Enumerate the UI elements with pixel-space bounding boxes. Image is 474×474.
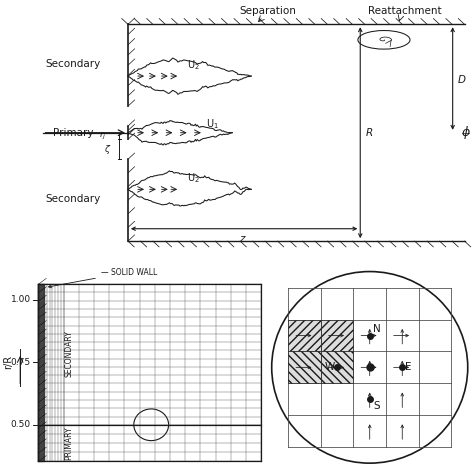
Text: N: N bbox=[373, 324, 381, 334]
Text: E: E bbox=[405, 362, 411, 373]
Text: Primary: Primary bbox=[53, 128, 94, 138]
Text: SECONDARY: SECONDARY bbox=[64, 330, 73, 377]
Text: Secondary: Secondary bbox=[46, 59, 101, 69]
Text: 1.00: 1.00 bbox=[10, 295, 31, 304]
Text: Secondary: Secondary bbox=[46, 194, 101, 204]
Bar bbox=[321, 351, 354, 383]
Text: W: W bbox=[324, 362, 335, 373]
Text: r/R: r/R bbox=[3, 355, 13, 369]
Text: S: S bbox=[373, 401, 380, 411]
Text: z: z bbox=[239, 234, 245, 244]
Text: R: R bbox=[366, 128, 373, 138]
Text: 0.50: 0.50 bbox=[10, 420, 31, 429]
Text: Reattachment: Reattachment bbox=[368, 6, 442, 16]
Text: $\phi$: $\phi$ bbox=[461, 124, 470, 141]
Text: 0.75: 0.75 bbox=[10, 358, 31, 367]
Text: D: D bbox=[457, 74, 465, 85]
Text: — SOLID WALL: — SOLID WALL bbox=[48, 268, 157, 288]
Bar bbox=[288, 319, 321, 351]
Bar bbox=[321, 319, 354, 351]
Text: $r_j$: $r_j$ bbox=[99, 130, 107, 142]
Text: U$_2$: U$_2$ bbox=[187, 58, 200, 72]
Text: $\zeta$: $\zeta$ bbox=[104, 143, 111, 156]
Text: PRIMARY: PRIMARY bbox=[64, 426, 73, 460]
Text: Separation: Separation bbox=[239, 6, 296, 16]
Text: U$_2$: U$_2$ bbox=[187, 172, 200, 185]
Bar bbox=[288, 351, 321, 383]
Text: U$_1$: U$_1$ bbox=[206, 118, 219, 131]
